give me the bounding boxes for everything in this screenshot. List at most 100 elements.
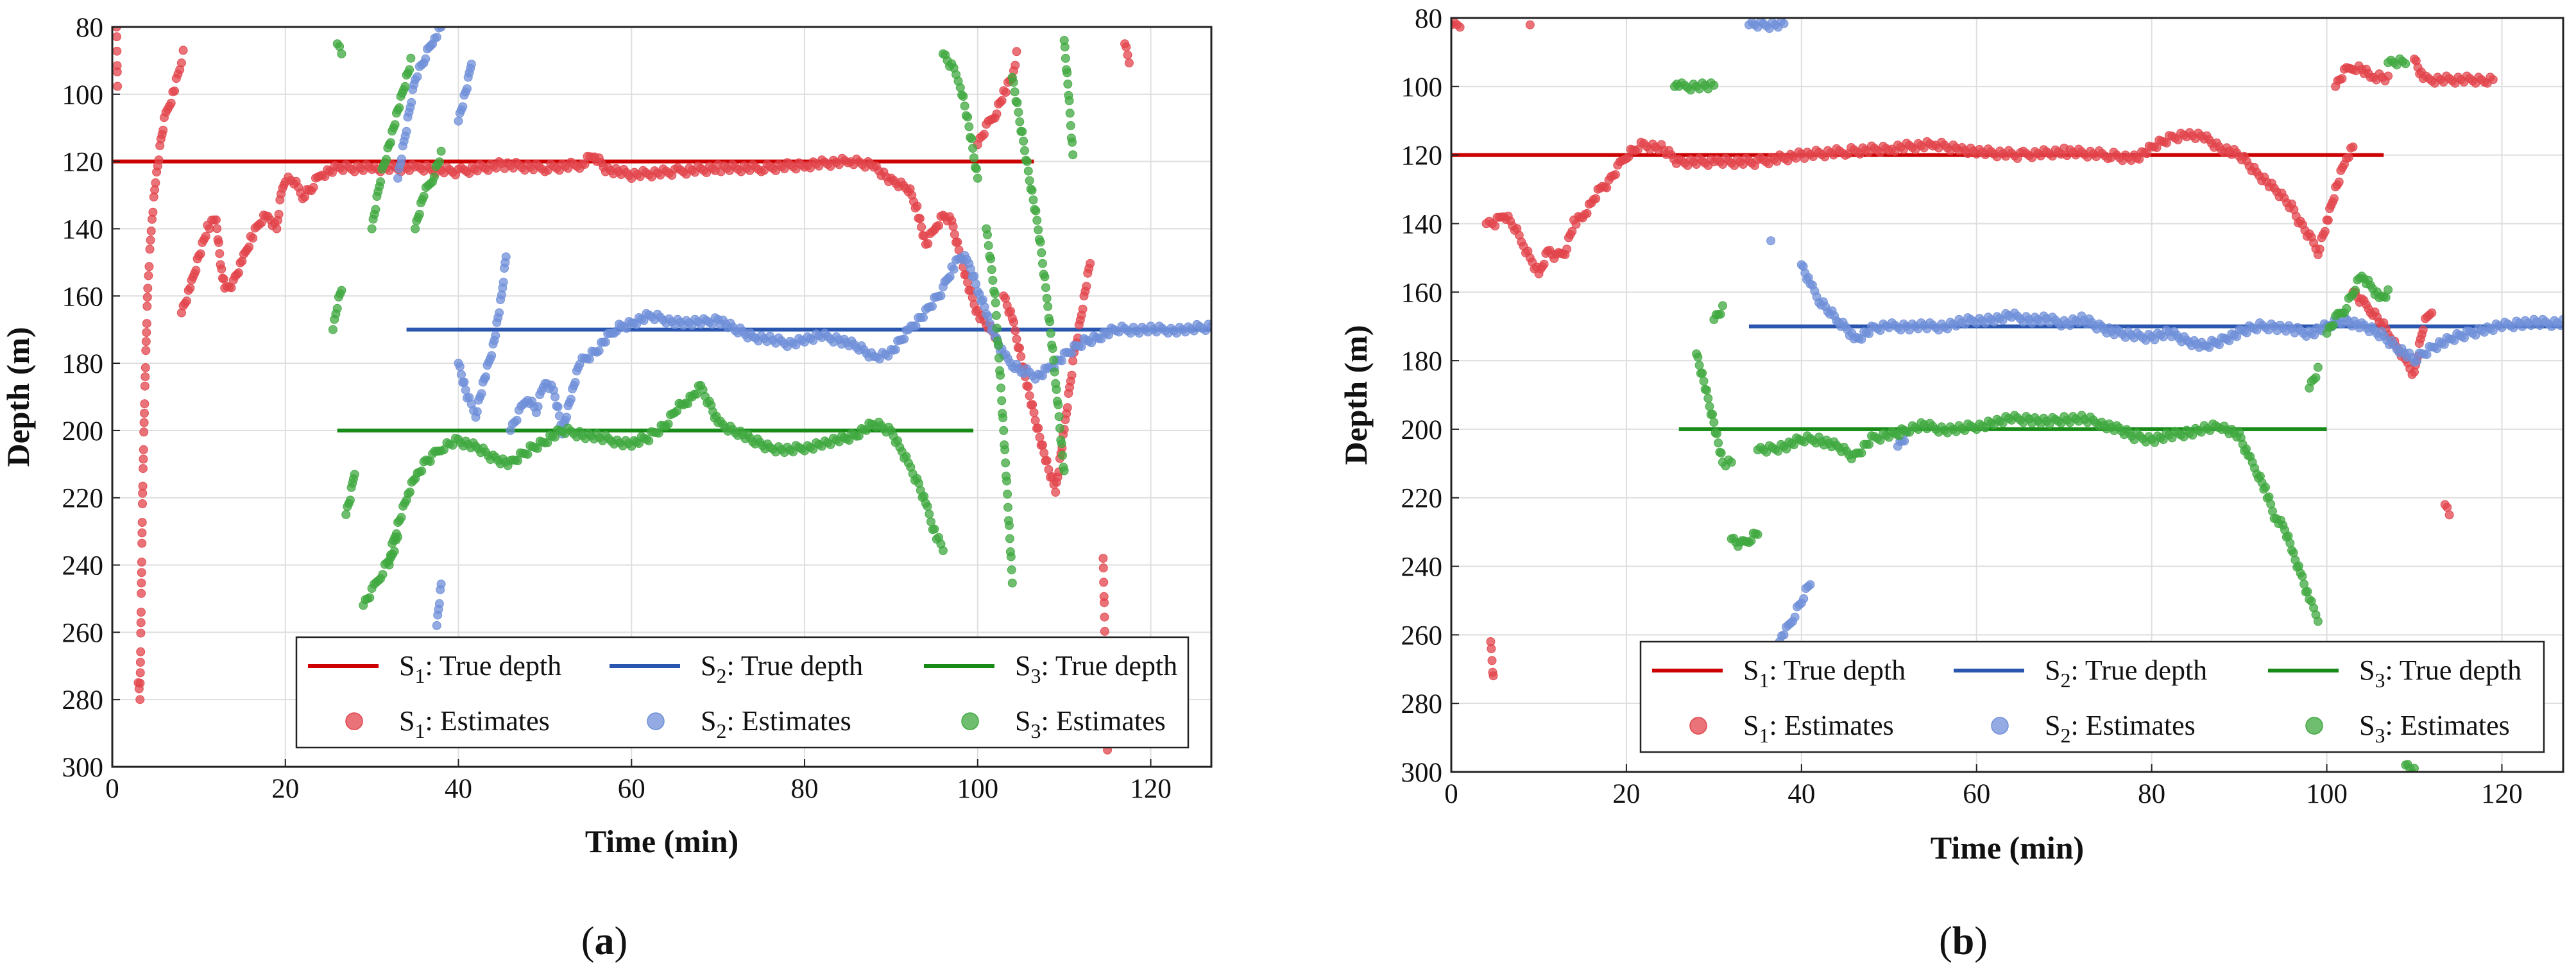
estimate-point bbox=[138, 499, 147, 508]
estimate-point bbox=[986, 254, 996, 264]
panel-b: 0 20 40 60 80 100 120 80 100 120 140 160 180 200 220 24… bbox=[1338, 4, 2564, 963]
estimate-point bbox=[523, 449, 533, 459]
estimate-point bbox=[2298, 572, 2307, 581]
estimate-point bbox=[1012, 98, 1022, 107]
estimate-point bbox=[1030, 416, 1040, 425]
estimate-point bbox=[2342, 304, 2351, 313]
estimate-point bbox=[455, 362, 465, 372]
estimate-point bbox=[393, 532, 403, 542]
estimate-point bbox=[397, 513, 406, 522]
estimate-point bbox=[2350, 286, 2360, 295]
estimate-point bbox=[1100, 626, 1109, 636]
estimate-point bbox=[138, 481, 148, 491]
estimate-point bbox=[1007, 565, 1016, 575]
estimate-point bbox=[2334, 177, 2344, 187]
estimate-point bbox=[1011, 60, 1020, 70]
legend-label: S2: Estimates bbox=[2045, 710, 2196, 747]
estimate-point bbox=[1051, 488, 1061, 497]
estimate-point bbox=[217, 264, 226, 274]
estimate-series-s2 bbox=[393, 27, 1211, 630]
estimate-point bbox=[365, 593, 375, 603]
legend-label: S3: Estimates bbox=[1015, 705, 1166, 742]
estimate-point bbox=[1046, 329, 1055, 338]
estimate-point bbox=[137, 538, 147, 548]
estimate-point bbox=[2384, 71, 2393, 81]
estimate-point bbox=[1727, 458, 1736, 467]
estimate-point bbox=[1049, 355, 1059, 365]
estimate-point bbox=[1048, 344, 1057, 354]
estimate-point bbox=[1041, 283, 1050, 293]
estimate-point bbox=[1900, 436, 1909, 446]
legend-marker-swatch bbox=[2305, 717, 2323, 735]
estimate-point bbox=[332, 304, 342, 313]
estimate-point bbox=[1042, 293, 1052, 303]
estimate-point bbox=[481, 372, 491, 382]
estimate-point bbox=[1032, 216, 1042, 225]
estimate-point bbox=[112, 27, 121, 31]
estimate-point bbox=[584, 354, 594, 364]
estimate-point bbox=[979, 130, 989, 139]
estimate-point bbox=[1525, 20, 1535, 30]
estimate-point bbox=[2337, 74, 2347, 83]
estimate-point bbox=[1006, 552, 1016, 561]
legend-entry-1-line: S1: True depth bbox=[308, 650, 561, 687]
estimate-point bbox=[1059, 466, 1069, 475]
estimate-point bbox=[1602, 183, 1612, 193]
estimate-point bbox=[382, 155, 391, 164]
estimate-point bbox=[414, 209, 424, 219]
estimate-point bbox=[1082, 282, 1091, 291]
estimate-point bbox=[1062, 68, 1072, 78]
legend-entry-2-line: S2: True depth bbox=[1954, 655, 2207, 692]
estimate-point bbox=[1029, 407, 1039, 417]
estimate-point bbox=[2410, 764, 2419, 772]
x-tick-label: 20 bbox=[1612, 779, 1640, 809]
y-tick-label: 240 bbox=[1401, 552, 1443, 583]
estimate-point bbox=[912, 201, 922, 211]
legend-label: S1: Estimates bbox=[1743, 710, 1894, 747]
legend-entry-1-marker: S1: Estimates bbox=[345, 705, 550, 742]
estimate-point bbox=[386, 138, 395, 148]
estimate-point bbox=[434, 599, 444, 608]
estimate-point bbox=[1025, 391, 1034, 400]
estimate-point bbox=[2320, 227, 2330, 236]
x-tick-label: 100 bbox=[2306, 779, 2348, 809]
estimate-point bbox=[1487, 644, 1496, 653]
estimate-point bbox=[1036, 237, 1045, 247]
estimate-point bbox=[948, 221, 958, 231]
estimate-point bbox=[113, 81, 123, 91]
estimate-point bbox=[1709, 80, 1719, 90]
estimate-point bbox=[1052, 385, 1061, 394]
estimate-point bbox=[513, 456, 522, 465]
estimate-point bbox=[1009, 318, 1018, 327]
estimate-point bbox=[553, 402, 563, 411]
estimate-point bbox=[1766, 236, 1776, 246]
x-tick-label: 80 bbox=[791, 774, 819, 804]
estimate-point bbox=[1122, 42, 1131, 52]
estimate-point bbox=[2422, 350, 2432, 359]
estimate-point bbox=[137, 588, 146, 598]
x-tick-label: 0 bbox=[105, 774, 119, 804]
estimate-series-s3 bbox=[328, 36, 1078, 610]
estimate-point bbox=[1023, 166, 1033, 176]
estimate-point bbox=[1031, 206, 1041, 216]
estimate-point bbox=[137, 528, 147, 538]
estimate-point bbox=[1062, 403, 1072, 413]
legend-label: S3: Estimates bbox=[2359, 710, 2510, 747]
estimate-point bbox=[991, 311, 1001, 320]
estimate-point bbox=[1077, 342, 1086, 352]
estimate-point bbox=[1699, 377, 1709, 386]
estimate-point bbox=[1864, 329, 1874, 339]
legend-box bbox=[1639, 640, 2545, 753]
estimate-point bbox=[2303, 586, 2312, 596]
estimate-point bbox=[663, 419, 673, 429]
estimate-point bbox=[1779, 19, 1789, 28]
estimate-point bbox=[139, 445, 148, 454]
estimate-point bbox=[969, 153, 978, 162]
estimate-point bbox=[140, 399, 149, 409]
estimate-point bbox=[170, 86, 180, 96]
estimate-point bbox=[1716, 309, 1725, 319]
estimate-point bbox=[112, 67, 122, 76]
y-tick-label: 120 bbox=[1401, 141, 1443, 171]
legend-label: S1: True depth bbox=[399, 650, 561, 687]
estimate-point bbox=[973, 173, 982, 183]
